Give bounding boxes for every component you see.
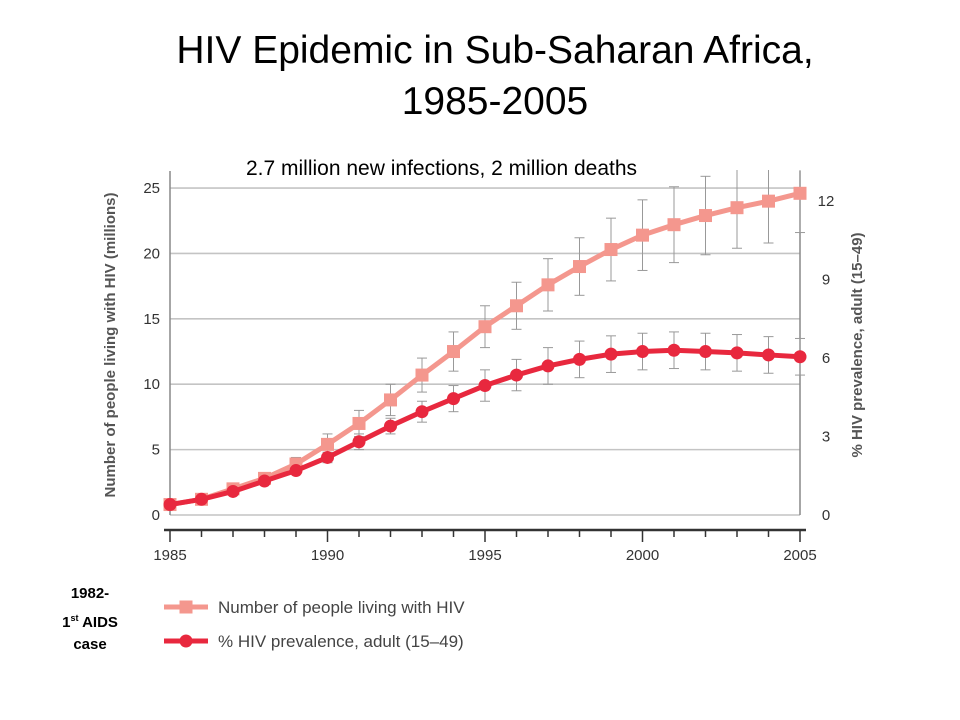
note-ordinal-suffix: st (70, 613, 79, 623)
living-with-hiv-point (541, 278, 555, 292)
prevalence-point (226, 484, 240, 498)
living-with-hiv-point (604, 243, 618, 257)
note-ordinal: 1 (62, 614, 71, 631)
y2-tick-label: 3 (822, 429, 830, 446)
y-tick-label: 15 (143, 311, 160, 328)
legend-prevalence-label: % HIV prevalence, adult (15–49) (218, 632, 464, 651)
living-with-hiv-point (667, 218, 681, 232)
living-with-hiv-point (321, 437, 334, 451)
y2-tick-label: 0 (822, 507, 830, 524)
y-tick-label: 10 (143, 376, 160, 393)
prevalence-point (793, 350, 807, 364)
living-with-hiv-point (730, 201, 744, 215)
prevalence-point (699, 345, 712, 359)
y-tick-label: 0 (152, 507, 160, 524)
prevalence-point (447, 392, 460, 406)
prevalence-point (730, 346, 744, 360)
living-with-hiv-point (793, 186, 807, 200)
prevalence-point (258, 474, 271, 488)
living-with-hiv-point (384, 393, 397, 407)
prevalence-point (604, 347, 618, 361)
living-with-hiv-point (478, 320, 492, 334)
note-aids: AIDS (78, 614, 118, 631)
prevalence-point (636, 345, 649, 359)
x-tick-label: 1990 (311, 547, 344, 564)
living-with-hiv-point (510, 299, 523, 313)
legend-prevalence-marker (179, 634, 193, 648)
prevalence-point (478, 379, 492, 393)
prevalence-point (384, 419, 397, 433)
living-with-hiv-point (573, 260, 586, 274)
prevalence-point (163, 498, 177, 512)
living-with-hiv-point (415, 368, 429, 382)
prevalence-point (289, 464, 303, 478)
prevalence-point (762, 348, 775, 362)
note-first-aids: 1st AIDS (20, 606, 160, 635)
y-tick-label: 5 (152, 442, 160, 459)
legend-living-with-hiv-label: Number of people living with HIV (218, 598, 465, 617)
y-axis-title: Number of people living with HIV (millio… (102, 192, 119, 497)
living-with-hiv-point (352, 416, 366, 430)
note-case: case (73, 636, 107, 653)
prevalence-point (195, 492, 208, 506)
y2-tick-label: 9 (822, 272, 830, 289)
x-tick-label: 1995 (468, 547, 501, 564)
y2-axis-title: % HIV prevalence, adult (15–49) (849, 232, 866, 457)
prevalence-point (541, 359, 555, 373)
prevalence-point (510, 368, 523, 382)
chart-subtitle: 2.7 million new infections, 2 million de… (246, 157, 638, 180)
note-year: 1982- (70, 585, 110, 602)
living-with-hiv-point (636, 228, 649, 242)
y2-tick-label: 12 (818, 193, 835, 210)
living-with-hiv-point (699, 209, 712, 223)
prevalence-point (321, 450, 334, 464)
living-with-hiv-point (447, 345, 460, 359)
slide-title-line1: HIV Epidemic in Sub-Saharan Africa, (176, 29, 814, 72)
x-tick-label: 2005 (783, 547, 816, 564)
slide-title-line2: 1985-2005 (401, 80, 589, 123)
x-tick-label: 1985 (153, 547, 186, 564)
prevalence-point (352, 435, 366, 449)
y-tick-label: 25 (143, 180, 160, 197)
legend-living-with-hiv-marker (179, 600, 193, 614)
prevalence-point (415, 405, 429, 419)
y2-tick-label: 6 (822, 350, 830, 367)
prevalence-point (667, 343, 681, 357)
hiv-line-chart: 0 5 10 15 20 25 0 3 6 9 12 1985 1990 1995 2000 2005 Numb… (102, 170, 866, 651)
x-tick-label: 2000 (626, 547, 659, 564)
prevalence-point (573, 352, 586, 366)
y-tick-label: 20 (143, 245, 160, 262)
living-with-hiv-point (762, 194, 775, 208)
